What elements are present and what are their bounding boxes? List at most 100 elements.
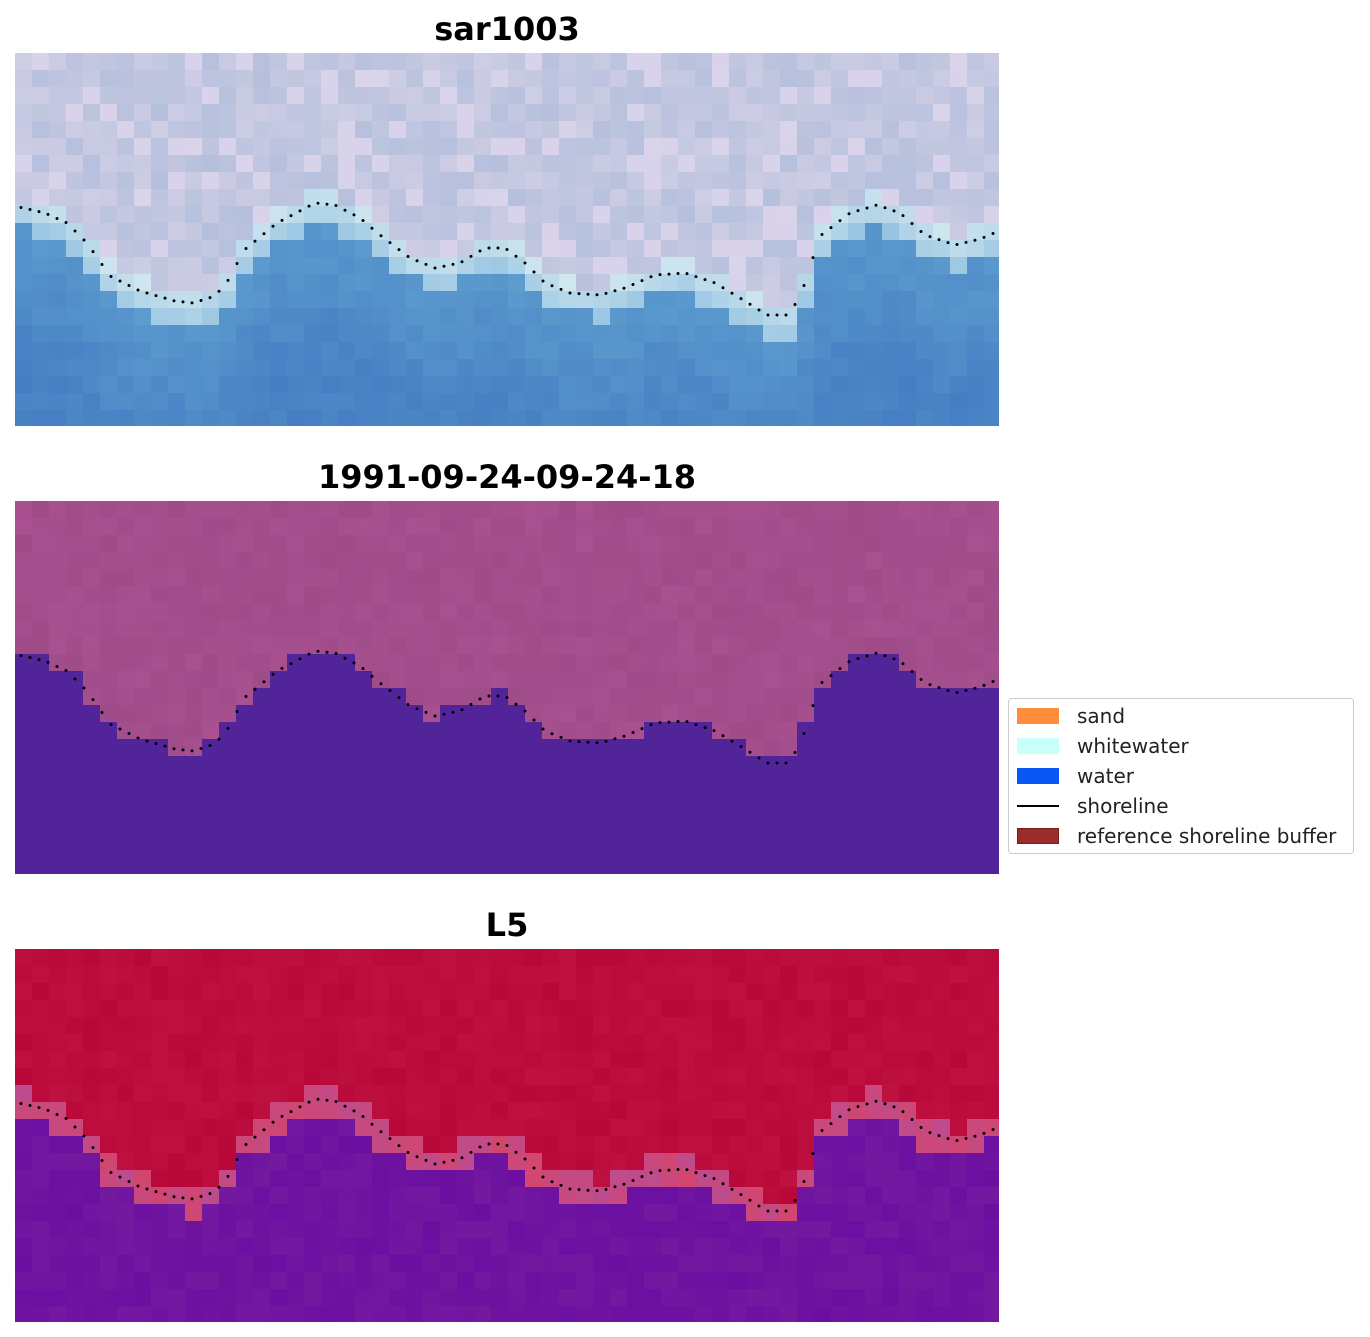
image-pixel: [644, 257, 662, 275]
image-pixel: [355, 240, 373, 258]
image-pixel: [440, 342, 458, 360]
image-pixel: [678, 1102, 696, 1120]
image-pixel: [627, 172, 645, 190]
image-pixel: [338, 739, 356, 757]
image-pixel: [797, 518, 815, 536]
image-pixel: [372, 155, 390, 173]
image-pixel: [15, 410, 33, 426]
image-pixel: [32, 104, 50, 122]
image-pixel: [355, 966, 373, 984]
image-pixel: [831, 688, 849, 706]
image-pixel: [627, 342, 645, 360]
image-pixel: [763, 359, 781, 377]
image-pixel: [593, 257, 611, 275]
image-pixel: [372, 325, 390, 343]
image-pixel: [644, 376, 662, 394]
image-pixel: [848, 1034, 866, 1052]
image-pixel: [950, 824, 968, 842]
image-pixel: [151, 807, 169, 825]
image-pixel: [134, 172, 152, 190]
image-pixel: [916, 983, 934, 1001]
image-pixel: [899, 206, 917, 224]
shoreline-point: [361, 1115, 365, 1119]
image-pixel: [559, 1000, 577, 1018]
image-pixel: [117, 518, 135, 536]
image-pixel: [491, 1238, 509, 1256]
image-pixel: [525, 342, 543, 360]
image-pixel: [151, 257, 169, 275]
image-pixel: [542, 552, 560, 570]
image-pixel: [15, 1306, 33, 1322]
image-pixel: [644, 1102, 662, 1120]
image-pixel: [542, 1306, 560, 1322]
image-pixel: [338, 342, 356, 360]
image-pixel: [168, 966, 186, 984]
image-pixel: [576, 535, 594, 553]
shoreline-point: [973, 686, 977, 690]
image-pixel: [627, 569, 645, 587]
image-pixel: [610, 569, 628, 587]
image-pixel: [984, 773, 999, 791]
image-pixel: [100, 603, 118, 621]
shoreline-point: [568, 1187, 572, 1191]
image-pixel: [882, 841, 900, 859]
image-pixel: [236, 705, 254, 723]
image-pixel: [287, 138, 305, 156]
image-pixel: [865, 858, 883, 874]
image-pixel: [423, 671, 441, 689]
image-pixel: [168, 586, 186, 604]
image-pixel: [695, 705, 713, 723]
image-pixel: [423, 858, 441, 874]
image-pixel: [236, 1085, 254, 1103]
image-pixel: [321, 359, 339, 377]
image-pixel: [559, 172, 577, 190]
image-pixel: [797, 1034, 815, 1052]
shoreline-point: [325, 202, 329, 206]
image-pixel: [474, 359, 492, 377]
shoreline-point: [505, 1144, 509, 1147]
image-pixel: [661, 257, 679, 275]
image-pixel: [814, 1017, 832, 1035]
shoreline-point: [28, 656, 32, 660]
image-pixel: [423, 138, 441, 156]
image-pixel: [661, 1272, 679, 1290]
image-pixel: [746, 949, 764, 967]
image-pixel: [185, 518, 203, 536]
shoreline-point: [622, 734, 626, 738]
image-pixel: [576, 773, 594, 791]
image-pixel: [780, 325, 798, 343]
probability-panel: [15, 949, 999, 1322]
image-pixel: [474, 1119, 492, 1137]
shoreline-point: [793, 1199, 797, 1203]
image-pixel: [882, 1187, 900, 1205]
image-pixel: [797, 155, 815, 173]
image-pixel: [83, 206, 101, 224]
image-pixel: [950, 1170, 968, 1188]
image-pixel: [848, 376, 866, 394]
image-pixel: [457, 841, 475, 859]
image-pixel: [372, 654, 390, 672]
image-pixel: [797, 1272, 815, 1290]
image-pixel: [865, 359, 883, 377]
image-pixel: [100, 722, 118, 740]
image-pixel: [355, 359, 373, 377]
image-pixel: [389, 257, 407, 275]
image-pixel: [559, 739, 577, 757]
image-pixel: [338, 535, 356, 553]
image-pixel: [202, 1068, 220, 1086]
image-pixel: [355, 1187, 373, 1205]
image-pixel: [950, 688, 968, 706]
image-pixel: [15, 325, 33, 343]
image-pixel: [763, 966, 781, 984]
shoreline-point: [730, 291, 734, 295]
image-pixel: [168, 257, 186, 275]
image-pixel: [423, 569, 441, 587]
image-pixel: [32, 70, 50, 88]
image-pixel: [406, 240, 424, 258]
image-pixel: [219, 552, 237, 570]
image-pixel: [882, 376, 900, 394]
image-pixel: [865, 291, 883, 309]
image-pixel: [848, 1272, 866, 1290]
image-pixel: [525, 552, 543, 570]
image-pixel: [831, 739, 849, 757]
